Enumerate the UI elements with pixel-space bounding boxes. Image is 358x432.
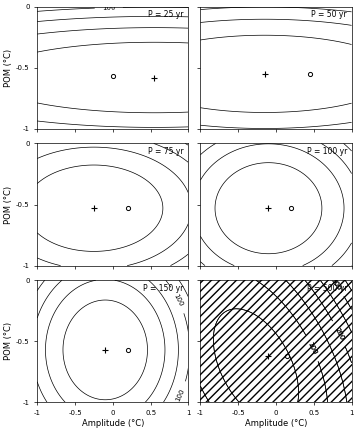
Y-axis label: POM (°C): POM (°C): [4, 49, 13, 87]
X-axis label: Amplitude (°C): Amplitude (°C): [245, 419, 307, 428]
Text: P = 100 yr: P = 100 yr: [307, 147, 347, 156]
Text: 200: 200: [334, 327, 345, 341]
Text: 100: 100: [307, 340, 318, 355]
Text: 100: 100: [175, 388, 186, 403]
Text: P = 25 yr: P = 25 yr: [148, 10, 184, 19]
X-axis label: Amplitude (°C): Amplitude (°C): [82, 419, 144, 428]
Text: 100: 100: [307, 340, 318, 355]
Text: 100: 100: [173, 292, 184, 307]
Text: 200: 200: [334, 327, 345, 341]
Y-axis label: POM (°C): POM (°C): [4, 322, 13, 360]
Text: P = 75 yr: P = 75 yr: [148, 147, 184, 156]
Text: P = 500 yr: P = 500 yr: [306, 284, 347, 293]
Text: 100: 100: [102, 4, 116, 11]
Text: P = 50 yr: P = 50 yr: [311, 10, 347, 19]
Text: P = 150 yr: P = 150 yr: [144, 284, 184, 293]
Y-axis label: POM (°C): POM (°C): [4, 185, 13, 224]
Text: 300: 300: [330, 277, 342, 291]
Text: 300: 300: [330, 277, 342, 291]
